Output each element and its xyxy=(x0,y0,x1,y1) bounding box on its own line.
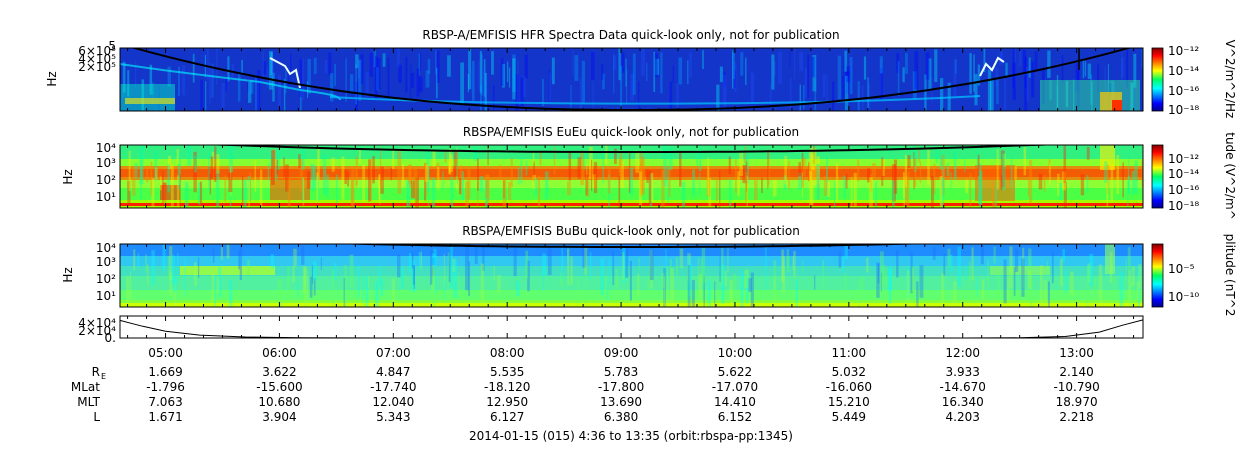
panel1-ytick-top: 5 xyxy=(108,39,116,53)
panel2-ylabel: Hz xyxy=(61,169,75,184)
ephemeris-cell: 5.622 xyxy=(718,365,752,379)
ephemeris-table: R E 1.669 3.622 4.847 5.535 5.783 5.622 5.032 3.9… xyxy=(71,365,1100,424)
x-axis-labels: 05:00 06:00 07:00 08:00 09:00 10:00 11:00 12:00… xyxy=(148,346,1094,360)
ephemeris-row-label: MLT xyxy=(77,395,100,409)
ephemeris-cell: 7.063 xyxy=(148,395,182,409)
ephemeris-cell: 5.535 xyxy=(490,365,524,379)
x-tick-label: 07:00 xyxy=(376,346,411,360)
panel1-ytick: 4×10⁵ xyxy=(78,52,116,66)
ephemeris-cell: -10.790 xyxy=(1053,380,1099,394)
panel2-heatmap xyxy=(120,145,1143,208)
panel2-frame xyxy=(119,144,1144,209)
ephemeris-cell: -17.800 xyxy=(598,380,644,394)
panel3-cbar-label: plitude (nT^2 xyxy=(1223,234,1237,317)
ephemeris-cell: 15.210 xyxy=(828,395,870,409)
x-tick-label: 05:00 xyxy=(148,346,183,360)
panel3-ytick: 10² xyxy=(96,272,116,286)
x-tick-label: 13:00 xyxy=(1059,346,1094,360)
ephemeris-cell: 4.847 xyxy=(376,365,410,379)
ephemeris-cell: 18.970 xyxy=(1056,395,1098,409)
ephemeris-cell: -18.120 xyxy=(484,380,530,394)
panel1-cbar-tick: 10⁻¹⁴ xyxy=(1168,64,1199,78)
ephemeris-cell: 5.343 xyxy=(376,410,410,424)
ephemeris-cell: -1.796 xyxy=(146,380,185,394)
ephemeris-cell: 13.690 xyxy=(600,395,642,409)
ephemeris-cell: 5.783 xyxy=(604,365,638,379)
panel3-title: RBSPA/EMFISIS BuBu quick-look only, not … xyxy=(462,224,800,238)
panel1-cbar-tick: 10⁻¹⁸ xyxy=(1168,103,1199,117)
panel2-cbar-label: tude (V^2/m^ xyxy=(1223,132,1237,220)
ephemeris-cell: 1.669 xyxy=(148,365,182,379)
panel1-colorbar: 10⁻¹² 10⁻¹⁴ 10⁻¹⁶ 10⁻¹⁸ V^2/m^2/Hz xyxy=(1151,40,1237,119)
x-tick-label: 12:00 xyxy=(945,346,980,360)
panel2-cbar-tick: 10⁻¹⁸ xyxy=(1168,199,1199,213)
panel1-title: RBSP-A/EMFISIS HFR Spectra Data quick-lo… xyxy=(422,28,839,42)
panel1-ylabel: Hz xyxy=(45,71,59,86)
panel3-ytick: 10³ xyxy=(96,255,116,269)
panel4-ytick: 0. xyxy=(105,331,116,345)
panel2-cbar-tick: 10⁻¹⁶ xyxy=(1168,183,1199,197)
panel2-ytick: 10² xyxy=(96,173,116,187)
x-axis-ticks xyxy=(127,48,1135,338)
panel3-heatmap xyxy=(120,244,1143,307)
ephemeris-cell: 5.449 xyxy=(832,410,866,424)
panel2-ytick: 10³ xyxy=(96,156,116,170)
panel1-cbar-tick: 10⁻¹² xyxy=(1168,44,1199,58)
ephemeris-cell: -17.740 xyxy=(370,380,416,394)
panel3-cbar-tick: 10⁻¹⁰ xyxy=(1168,290,1199,304)
ephemeris-cell: 2.140 xyxy=(1059,365,1093,379)
panel1-ytick: 2×10⁵ xyxy=(78,60,116,74)
panel3-ytick: 10⁴ xyxy=(96,241,116,255)
panel2-title: RBSPA/EMFISIS EuEu quick-look only, not … xyxy=(463,125,799,139)
ephemeris-cell: 6.380 xyxy=(604,410,638,424)
ephemeris-cell: 6.152 xyxy=(718,410,752,424)
panel1-cbar-label: V^2/m^2/Hz xyxy=(1223,40,1237,119)
x-tick-label: 09:00 xyxy=(604,346,639,360)
panel1-cbar-tick: 10⁻¹⁶ xyxy=(1168,84,1199,98)
panel1-frame xyxy=(119,47,1144,112)
ephemeris-cell: 4.203 xyxy=(946,410,980,424)
panel4-ytick: 4×10⁴ xyxy=(78,316,116,330)
ephemeris-cell: -17.070 xyxy=(712,380,758,394)
panel2-ytick: 10¹ xyxy=(96,190,116,204)
panel3-colorbar: 10⁻⁵ 10⁻¹⁰ plitude (nT^2 xyxy=(1151,234,1237,317)
panel2-cbar-tick: 10⁻¹² xyxy=(1168,152,1199,166)
ephemeris-cell: 3.933 xyxy=(946,365,980,379)
ephemeris-row-label: R xyxy=(92,365,100,379)
panel3-frame xyxy=(119,243,1144,308)
ephemeris-cell: -14.670 xyxy=(940,380,986,394)
ephemeris-cell: 5.032 xyxy=(832,365,866,379)
ephemeris-cell: -16.060 xyxy=(826,380,872,394)
panel3-cbar-tick: 10⁻⁵ xyxy=(1168,262,1195,276)
x-tick-label: 11:00 xyxy=(832,346,867,360)
ephemeris-cell: 3.904 xyxy=(262,410,296,424)
panel1-heatmap xyxy=(120,48,1143,111)
x-axis-label: 2014-01-15 (015) 4:36 to 13:35 (orbit:rb… xyxy=(469,429,793,443)
x-tick-label: 06:00 xyxy=(262,346,297,360)
panel4-ytick: 2×10⁴ xyxy=(78,324,116,338)
ephemeris-cell: 3.622 xyxy=(262,365,296,379)
panel1-ytick: 6×10⁵ xyxy=(78,44,116,58)
panel3-ylabel: Hz xyxy=(61,267,75,282)
ephemeris-cell: 6.127 xyxy=(490,410,524,424)
panel4-frame xyxy=(119,315,1144,339)
ephemeris-cell: 14.410 xyxy=(714,395,756,409)
ephemeris-row-sub: E xyxy=(101,372,106,381)
ephemeris-cell: 12.950 xyxy=(486,395,528,409)
panel2-cbar-tick: 10⁻¹⁴ xyxy=(1168,167,1199,181)
x-tick-label: 10:00 xyxy=(718,346,753,360)
x-tick-label: 08:00 xyxy=(490,346,525,360)
ephemeris-cell: 12.040 xyxy=(372,395,414,409)
ephemeris-cell: -15.600 xyxy=(256,380,302,394)
ephemeris-cell: 10.680 xyxy=(258,395,300,409)
ephemeris-cell: 16.340 xyxy=(942,395,984,409)
ephemeris-cell: 2.218 xyxy=(1059,410,1093,424)
panel3-ytick: 10¹ xyxy=(96,289,116,303)
ephemeris-row-label: L xyxy=(93,410,100,424)
ephemeris-cell: 1.671 xyxy=(148,410,182,424)
ephemeris-row-label: MLat xyxy=(71,380,100,394)
panel2-ytick: 10⁴ xyxy=(96,141,116,155)
panel2-colorbar: 10⁻¹² 10⁻¹⁴ 10⁻¹⁶ 10⁻¹⁸ tude (V^2/m^ xyxy=(1151,132,1237,220)
